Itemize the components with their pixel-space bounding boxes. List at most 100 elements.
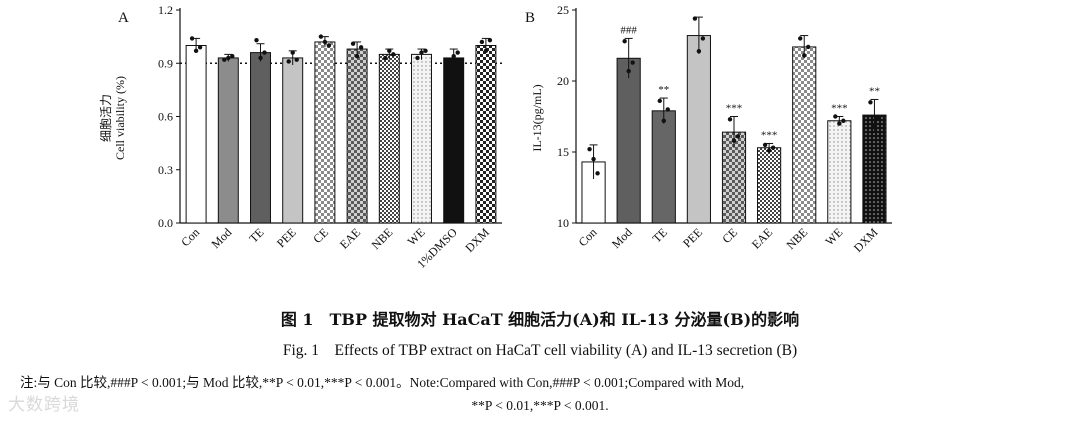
- panel-b-bar: [616, 57, 641, 224]
- panel-a-data-point: [423, 48, 428, 54]
- figure: A B 细胞活力 Cell viability (%) 0.0 0.3 0.6 0.9…: [99, 3, 892, 271]
- panel-a-x-tick-label: NBE: [369, 225, 396, 252]
- panel-b-significance-label: ***: [831, 103, 848, 115]
- figure-note-line-1: 注:与 Con 比较,###P < 0.001;与 Mod 比较,**P < 0…: [20, 375, 745, 390]
- panel-a-bar: [378, 53, 400, 224]
- panel-a-data-point: [419, 50, 424, 55]
- panel-a-y-tick-label: 0.6: [158, 110, 173, 124]
- panel-a-data-point: [294, 57, 299, 62]
- panel-b-data-point: [833, 114, 838, 119]
- panel-b-data-point: [731, 138, 737, 143]
- panel-a-letter: A: [118, 10, 129, 26]
- panel-b-x-tick-label: PEE: [680, 225, 705, 250]
- panel-a-y-tick-label: 0.0: [158, 216, 173, 230]
- panel-b-x-tick-label: Mod: [609, 225, 635, 251]
- panel-a-data-point: [230, 53, 235, 59]
- panel-a-x-tick-label: Mod: [208, 225, 234, 251]
- panel-b-data-point: [630, 60, 635, 65]
- panel-b-bar: [757, 147, 782, 224]
- panel-a-x-tick-label: DXM: [462, 225, 492, 255]
- panel-a-data-point: [222, 57, 227, 62]
- panel-b-data-point: [657, 98, 662, 104]
- panel-a-x-tick-label: PEE: [274, 225, 299, 250]
- panel-a-data-point: [358, 45, 364, 50]
- panel-a-bar: [475, 45, 497, 224]
- panel-b-data-point: [735, 134, 741, 139]
- panel-a-bar: [443, 57, 465, 224]
- panel-a-data-point: [262, 50, 267, 55]
- panel-b-data-point: [841, 118, 846, 123]
- panel-a-data-point: [451, 53, 456, 59]
- panel-b-data-point: [591, 156, 596, 162]
- panel-a-x-tick-label: TE: [246, 225, 266, 245]
- panel-a-x-tick-label: CE: [310, 225, 331, 246]
- panel-b-data-point: [665, 107, 670, 112]
- panel-b-data-point: [595, 171, 600, 176]
- panel-a-data-point: [387, 48, 392, 54]
- panel-a-data-point: [226, 55, 231, 61]
- panel-a-bar: [314, 41, 336, 224]
- panel-a-data-point: [483, 48, 489, 54]
- panel-a-data-point: [415, 55, 420, 61]
- panel-a-bar: [282, 57, 304, 224]
- panel-b-y-tick-label: 20: [557, 74, 569, 88]
- panel-b-significance-label: ***: [761, 129, 778, 141]
- panel-a-y-tick-label: 0.3: [158, 163, 173, 177]
- panel-b-bar: [651, 110, 676, 224]
- panel-a-data-point: [318, 34, 324, 39]
- panel-a-y-tick-label: 0.9: [158, 56, 173, 70]
- panel-a-data-point: [487, 37, 493, 43]
- panel-b-data-point: [876, 115, 881, 121]
- panel-a-data-point: [254, 37, 259, 43]
- panel-a-bar: [217, 57, 239, 224]
- panel-a-x-tick-label: Con: [178, 225, 202, 249]
- panel-b-y-label: IL-13(pg/mL): [530, 84, 544, 151]
- panel-b-data-point: [798, 36, 803, 41]
- panel-b-significance-label: **: [658, 84, 669, 96]
- panel-a-bar: [250, 52, 271, 224]
- panel-a-data-point: [326, 43, 332, 48]
- watermark: 大数跨境: [8, 395, 80, 415]
- panel-b-y-tick-label: 25: [557, 3, 569, 17]
- panel-b-data-point: [766, 148, 772, 153]
- panel-b-y-tick-label: 10: [557, 216, 569, 230]
- panel-b-x-tick-label: NBE: [783, 225, 810, 252]
- panel-a-data-point: [290, 50, 295, 55]
- panel-b-x-tick-label: CE: [719, 225, 740, 246]
- panel-a-data-point: [197, 45, 203, 50]
- panel-a-data-point: [455, 50, 460, 55]
- panel-a-bar: [346, 48, 368, 224]
- panel-b-significance-label: ###: [620, 24, 637, 36]
- panel-a-data-point: [354, 53, 360, 59]
- panel-b-x-tick-label: WE: [822, 225, 845, 248]
- panel-b-x-tick-label: DXM: [851, 225, 881, 255]
- panel-b-bar: [686, 35, 711, 224]
- panel-a-bar: [411, 53, 432, 224]
- panel-b-data-point: [770, 145, 776, 150]
- panel-b-significance-label: ***: [726, 103, 743, 115]
- panel-a-data-point: [193, 48, 199, 54]
- panel-b-data-point: [806, 44, 811, 50]
- panel-b-x-tick-label: EAE: [749, 225, 775, 251]
- panel-b-data-point: [872, 124, 877, 129]
- panel-b-data-point: [727, 117, 733, 122]
- panel-b-x-tick-label: Con: [576, 225, 600, 249]
- panel-a-bar: [185, 45, 207, 224]
- figure-caption-zh: 图 1 TBP 提取物对 HaCaT 细胞活力(A)和 IL-13 分泌量(B)…: [280, 310, 800, 329]
- panel-b-data-point: [626, 68, 631, 74]
- panel-b-letter: B: [525, 10, 535, 26]
- figure-caption-en: Fig. 1 Effects of TBP extract on HaCaT c…: [282, 342, 798, 359]
- panel-a-data-point: [350, 41, 356, 46]
- panel-a-data-point: [322, 39, 328, 45]
- panel-b-data-point: [700, 36, 706, 41]
- panel-a-chart: 细胞活力 Cell viability (%) 0.0 0.3 0.6 0.9 1.2 C…: [99, 3, 502, 271]
- panel-b-data-point: [837, 121, 842, 126]
- panel-a-data-point: [479, 39, 485, 45]
- panel-b-data-point: [802, 53, 807, 58]
- panel-b-data-point: [587, 146, 592, 152]
- panel-b-data-point: [661, 118, 666, 123]
- panel-a-data-point: [286, 59, 291, 64]
- panel-a-data-point: [189, 36, 195, 41]
- figure-note-line-2: **P < 0.01,***P < 0.001.: [471, 398, 609, 413]
